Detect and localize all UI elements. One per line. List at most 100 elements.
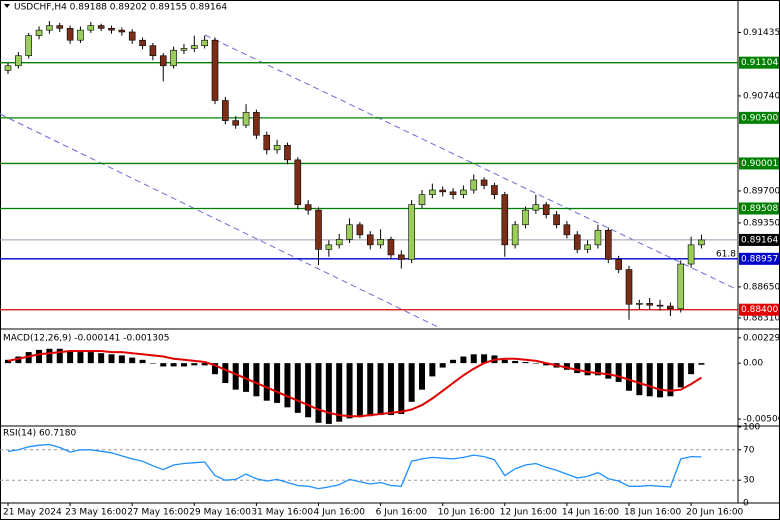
macd-bar xyxy=(129,357,136,364)
rsi-line xyxy=(7,443,702,490)
signal-line xyxy=(7,350,702,418)
dropdown-icon[interactable] xyxy=(4,4,10,8)
x-tick-label: 21 May 2024 xyxy=(3,508,62,518)
candle-body xyxy=(698,239,705,246)
macd-bar xyxy=(626,363,632,391)
macd-bar xyxy=(667,363,674,397)
candle-body xyxy=(491,185,498,195)
candle-body xyxy=(242,112,250,126)
candle-body xyxy=(273,144,281,151)
macd-bar xyxy=(294,363,301,413)
candle-body xyxy=(532,204,540,211)
macd-bar xyxy=(657,363,664,398)
candle-body xyxy=(180,48,188,51)
candle-body xyxy=(315,209,322,250)
macd-bar xyxy=(180,363,187,367)
y-tick-label: 0.002296 xyxy=(743,333,780,343)
macd-bar xyxy=(387,363,394,416)
candle-body xyxy=(108,28,115,31)
candle-body xyxy=(211,39,219,101)
macd-bar xyxy=(522,362,529,364)
level-label-box xyxy=(739,303,779,316)
macd-bar xyxy=(5,359,11,364)
x-tick-label: 23 May 16:00 xyxy=(65,508,127,518)
y-tick-label: 0 xyxy=(743,499,749,509)
macd-bar xyxy=(56,348,63,364)
level-label: 0.90001 xyxy=(741,159,778,169)
candle-body xyxy=(139,39,146,46)
chart-title: USDCHF,H4 0.89188 0.89202 0.89155 0.8916… xyxy=(14,3,227,13)
candle-body xyxy=(46,25,53,31)
candle-body xyxy=(677,263,685,310)
macd-bar xyxy=(46,348,53,364)
y-tick-label: 0.89350 xyxy=(743,218,780,228)
macd-bar xyxy=(470,354,477,364)
macd-bar xyxy=(346,363,353,419)
candle-body xyxy=(687,244,695,265)
macd-bar xyxy=(356,363,363,418)
macd-bar xyxy=(481,354,488,364)
candle-body xyxy=(346,224,353,240)
candle-body xyxy=(170,49,177,67)
macd-bar xyxy=(243,363,250,392)
macd-bar xyxy=(408,363,415,402)
macd-bar xyxy=(305,363,312,418)
candle-body xyxy=(97,25,105,29)
candle-body xyxy=(573,234,581,250)
level-label-box xyxy=(739,252,779,265)
candle-body xyxy=(646,303,654,306)
candle-body xyxy=(201,39,208,46)
level-note: 61.8 xyxy=(716,249,736,259)
macd-bar xyxy=(108,354,115,364)
candle-body xyxy=(604,229,612,260)
macd-bar xyxy=(532,363,539,364)
candle-body xyxy=(429,189,436,195)
candle-body xyxy=(470,179,478,191)
candle-body xyxy=(159,55,167,67)
macd-bar xyxy=(574,363,581,374)
macd-bar xyxy=(284,363,291,408)
macd-bar xyxy=(36,349,43,364)
candle-body xyxy=(397,254,405,260)
candle-body xyxy=(439,189,447,193)
y-tick-label: 0.89700 xyxy=(743,186,780,196)
macd-bar xyxy=(222,363,229,384)
macd-bar xyxy=(315,363,322,423)
candle-body xyxy=(594,229,602,246)
macd-bar xyxy=(67,350,74,364)
candle-body xyxy=(128,31,136,41)
candle-body xyxy=(87,25,95,31)
macd-bar xyxy=(212,363,218,375)
x-tick-label: 20 Jun 16:00 xyxy=(686,508,743,518)
macd-bar xyxy=(512,360,519,364)
candle-body xyxy=(460,189,467,195)
rsi-title: RSI(14) 60.7180 xyxy=(3,429,76,439)
macd-bar xyxy=(398,363,405,414)
trend-line xyxy=(204,34,739,291)
x-tick-label: 6 Jun 16:00 xyxy=(376,508,428,518)
macd-bar xyxy=(543,363,550,366)
macd-title: MACD(12,26,9) -0.000141 -0.001305 xyxy=(3,334,169,344)
y-tick-label: 0.88650 xyxy=(743,282,780,292)
candle-body xyxy=(118,29,126,33)
candle-body xyxy=(511,224,519,246)
macd-bar xyxy=(160,363,167,367)
candle-body xyxy=(366,234,374,246)
level-label: 0.90500 xyxy=(741,113,778,123)
macd-bar xyxy=(15,356,22,364)
level-label: 0.88400 xyxy=(741,305,778,315)
candle-body xyxy=(304,204,312,211)
x-tick-label: 12 Jun 16:00 xyxy=(500,508,557,518)
macd-bar xyxy=(232,363,239,390)
macd-bar xyxy=(688,363,695,375)
level-label: 0.88957 xyxy=(741,254,778,264)
macd-bar xyxy=(118,355,125,364)
macd-bar xyxy=(253,363,260,397)
candle-body xyxy=(232,120,239,126)
x-tick-label: 31 May 16:00 xyxy=(251,508,313,518)
macd-bar xyxy=(501,359,508,364)
macd-bar xyxy=(563,363,570,370)
candle-body xyxy=(636,303,643,305)
candle-body xyxy=(15,55,22,67)
